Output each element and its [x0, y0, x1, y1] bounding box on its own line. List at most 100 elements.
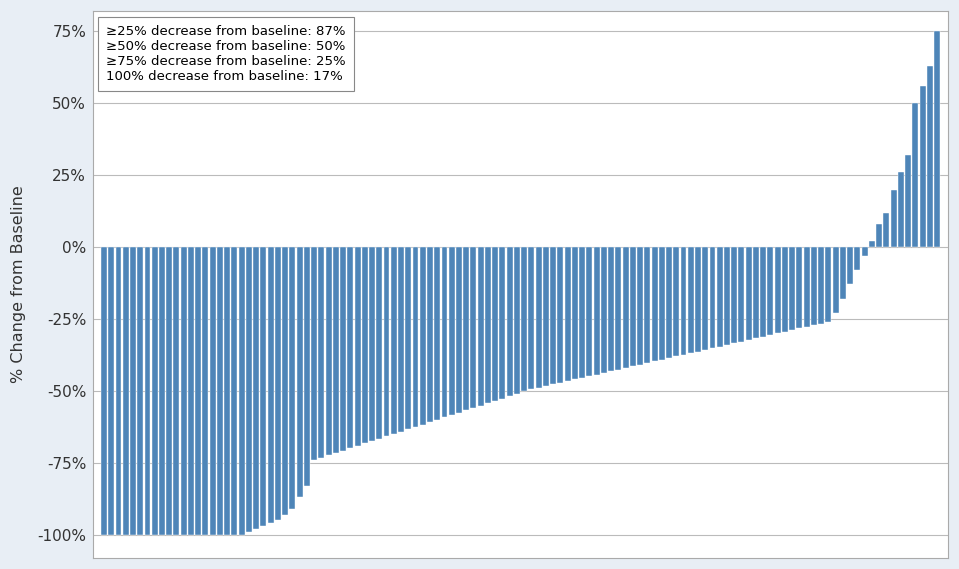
Bar [123, 247, 129, 535]
Bar [115, 247, 122, 535]
Bar [130, 247, 136, 535]
Bar [406, 247, 411, 430]
Bar [586, 247, 593, 376]
Bar [296, 247, 303, 497]
Bar [159, 247, 165, 535]
Bar [333, 247, 339, 453]
Bar [318, 247, 324, 457]
Bar [840, 247, 846, 299]
Bar [471, 247, 477, 408]
Bar [673, 247, 679, 356]
Bar [644, 247, 650, 363]
Bar [224, 247, 230, 535]
Bar [434, 247, 440, 420]
Bar [500, 247, 505, 398]
Bar [550, 247, 556, 385]
Bar [782, 247, 788, 332]
Bar [789, 247, 795, 330]
Bar [514, 247, 520, 394]
Bar [826, 247, 831, 322]
Bar [362, 247, 367, 443]
Bar [818, 247, 824, 324]
Y-axis label: % Change from Baseline: % Change from Baseline [12, 185, 26, 384]
Bar [261, 247, 267, 526]
Bar [572, 247, 578, 380]
Bar [565, 247, 571, 381]
Bar [304, 247, 310, 486]
Bar [926, 66, 933, 247]
Bar [355, 247, 361, 446]
Bar [536, 247, 542, 387]
Bar [384, 247, 389, 436]
Bar [767, 247, 773, 335]
Bar [376, 247, 383, 439]
Bar [637, 247, 643, 365]
Bar [869, 241, 875, 247]
Bar [543, 247, 549, 386]
Bar [506, 247, 513, 396]
Bar [326, 247, 332, 455]
Bar [391, 247, 397, 434]
Bar [485, 247, 491, 403]
Bar [210, 247, 216, 535]
Bar [920, 86, 925, 247]
Bar [369, 247, 375, 441]
Bar [253, 247, 259, 529]
Bar [622, 247, 628, 368]
Bar [883, 213, 889, 247]
Bar [651, 247, 658, 361]
Bar [681, 247, 687, 355]
Bar [594, 247, 599, 374]
Bar [492, 247, 498, 401]
Bar [441, 247, 448, 418]
Bar [275, 247, 281, 521]
Bar [202, 247, 208, 535]
Bar [912, 103, 919, 247]
Bar [282, 247, 288, 515]
Bar [710, 247, 715, 348]
Bar [667, 247, 672, 358]
Bar [760, 247, 766, 337]
Bar [340, 247, 346, 451]
Bar [630, 247, 636, 366]
Bar [347, 247, 353, 448]
Bar [108, 247, 114, 535]
Bar [732, 247, 737, 343]
Bar [616, 247, 621, 370]
Bar [290, 247, 295, 509]
Bar [152, 247, 157, 535]
Bar [137, 247, 143, 535]
Bar [753, 247, 759, 339]
Bar [528, 247, 534, 389]
Bar [231, 247, 238, 535]
Bar [412, 247, 418, 427]
Bar [398, 247, 404, 432]
Bar [854, 247, 860, 270]
Bar [688, 247, 693, 353]
Bar [246, 247, 252, 532]
Bar [847, 247, 854, 284]
Bar [898, 172, 903, 247]
Bar [738, 247, 744, 341]
Bar [804, 247, 809, 327]
Bar [420, 247, 426, 424]
Bar [188, 247, 194, 535]
Bar [427, 247, 433, 422]
Bar [478, 247, 483, 406]
Bar [716, 247, 723, 347]
Bar [891, 189, 897, 247]
Bar [557, 247, 563, 383]
Bar [521, 247, 527, 391]
Bar [217, 247, 222, 535]
Bar [311, 247, 317, 460]
Bar [174, 247, 179, 535]
Bar [702, 247, 708, 350]
Bar [877, 224, 882, 247]
Bar [166, 247, 173, 535]
Bar [724, 247, 730, 345]
Bar [268, 247, 273, 523]
Bar [775, 247, 781, 333]
Bar [934, 31, 940, 247]
Bar [608, 247, 614, 371]
Bar [811, 247, 817, 325]
